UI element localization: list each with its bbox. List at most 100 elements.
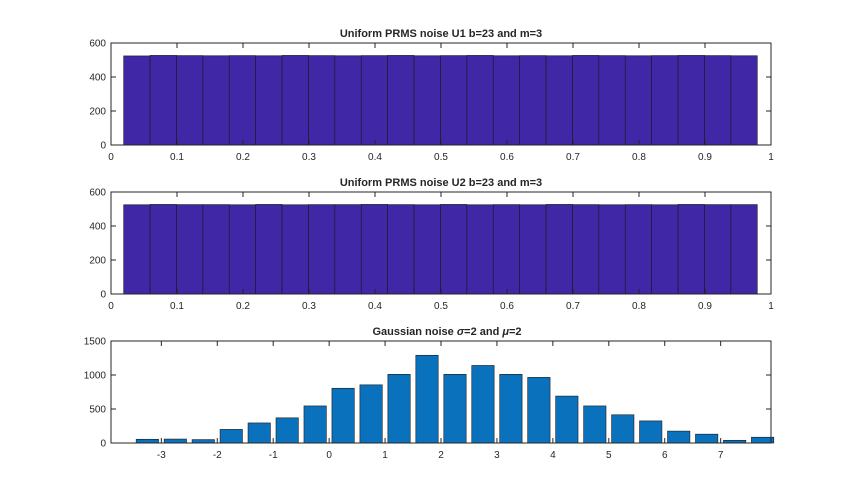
bar [611,414,635,444]
bar [387,374,411,444]
bar [598,204,626,295]
bar [255,55,283,146]
x-tick-label: 0 [108,301,114,312]
bar [695,433,719,444]
bar [281,204,309,295]
y-tick-label: 0 [100,290,106,301]
bar [135,438,159,444]
ticks-group: -3 -2 -1 0 1 2 3 4 5 6 7 0 500 1000 1500 [84,337,771,461]
title-sigma: σ [457,326,465,338]
x-tick-label: 0 [108,152,114,163]
bar [440,55,468,146]
x-tick-label: 0.2 [236,301,250,312]
bar [387,204,415,295]
bar [334,55,362,146]
bars-group [135,354,775,444]
y-tick-label: 600 [89,39,106,50]
title-mid: =2 and [464,326,502,338]
bar [331,387,355,444]
x-tick-label: 0.5 [434,152,448,163]
bar [202,55,230,146]
bar [443,374,467,444]
bar [624,204,652,295]
x-tick-label: 1 [382,450,388,461]
x-tick-label: -1 [269,450,278,461]
x-tick-label: 0.7 [566,301,580,312]
ticks-group: 0 0.1 0.2 0.3 0.4 0.5 0.6 0.7 0.8 0.9 1 0 200 400 600 [89,39,774,164]
y-tick-label: 0 [100,141,106,152]
x-tick-label: 0.2 [236,152,250,163]
bar [202,204,230,295]
bar [123,55,151,146]
x-tick-label: 0.6 [500,301,514,312]
plot-area-border [110,340,772,444]
bar [387,55,415,146]
bar [149,204,177,295]
bar [359,384,383,444]
bar [583,405,607,444]
x-tick-label: 0.3 [302,152,316,163]
x-tick-label: 0.8 [632,152,646,163]
bar [163,438,187,444]
bar [413,204,441,295]
bars-group [123,204,758,295]
bars-group [123,55,758,146]
bar [219,429,243,444]
bar [334,204,362,295]
bar [228,204,256,295]
bar [572,55,600,146]
bar [730,204,758,295]
x-tick-label: -3 [157,450,166,461]
x-tick-label: 0.3 [302,301,316,312]
bar [499,374,523,444]
subplot-title: Gaussian noise σ=2 and μ=2 [372,326,521,338]
bar [704,55,732,146]
x-tick-label: 0.4 [368,301,382,312]
x-tick-label: 0.6 [500,152,514,163]
bar [555,395,579,444]
bar [281,55,309,146]
bar [730,55,758,146]
bar [191,439,215,444]
x-tick-label: 7 [718,450,724,461]
x-tick-label: 1 [768,301,774,312]
bar [228,55,256,146]
bar [624,55,652,146]
x-tick-label: 0.5 [434,301,448,312]
bar [572,204,600,295]
bar [527,377,551,444]
x-tick-label: 4 [550,450,556,461]
y-tick-label: 200 [89,107,106,118]
bar [667,430,691,444]
ticks-group: 0 0.1 0.2 0.3 0.4 0.5 0.6 0.7 0.8 0.9 1 0 200 400 600 [89,188,774,313]
y-tick-label: 500 [89,405,106,416]
title-suffix: =2 [509,326,522,338]
bar [545,55,573,146]
subplot-uniform-u1: Uniform PRMS noise U1 b=23 and m=3 0 0.1 0… [89,28,774,163]
x-tick-label: 6 [662,450,668,461]
bar [308,204,336,295]
y-tick-label: 600 [89,188,106,199]
bar [247,422,271,444]
y-tick-label: 0 [100,439,106,450]
bar [360,55,388,146]
bar [308,55,336,146]
x-tick-label: 0.9 [698,301,712,312]
bar [275,417,299,444]
bar [176,204,204,295]
bar [492,55,520,146]
x-tick-label: 2 [438,450,444,461]
bar [440,204,468,295]
bar [466,55,494,146]
bar [415,354,439,444]
x-tick-label: 0 [326,450,332,461]
x-tick-label: 0.9 [698,152,712,163]
x-tick-label: -2 [213,450,222,461]
y-tick-label: 400 [89,73,106,84]
x-tick-label: 0.4 [368,152,382,163]
subplot-title: Uniform PRMS noise U1 b=23 and m=3 [340,28,542,40]
y-tick-label: 200 [89,256,106,267]
x-tick-label: 0.1 [170,301,184,312]
bar [651,204,679,295]
bar [360,204,388,295]
